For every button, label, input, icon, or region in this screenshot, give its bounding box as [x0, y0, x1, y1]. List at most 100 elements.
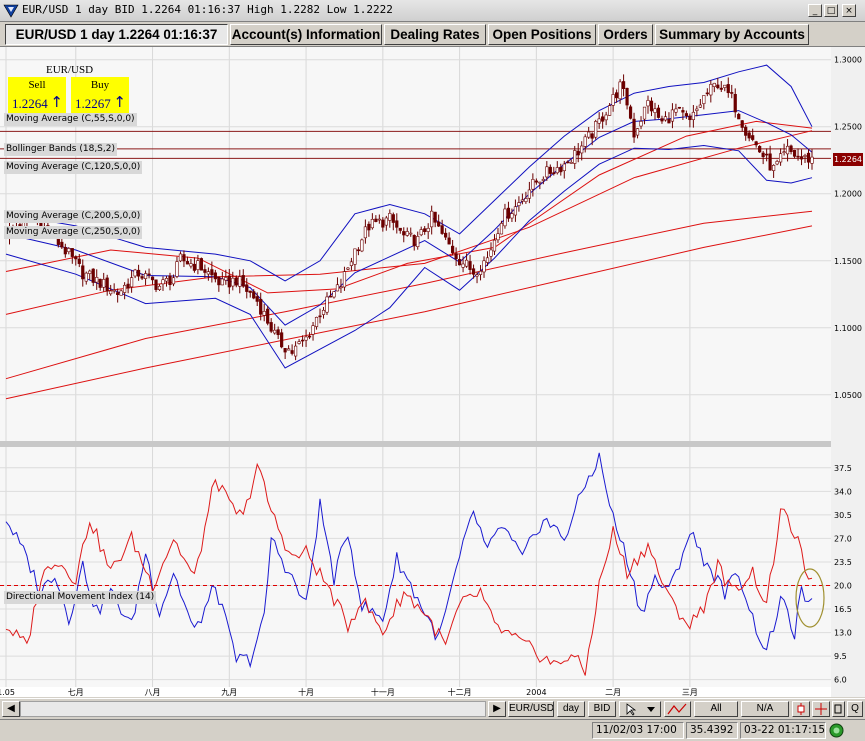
candle-body — [555, 167, 559, 174]
cursor-tool-button[interactable] — [619, 701, 661, 717]
candle-body — [81, 265, 85, 280]
indicator-label-bollinger[interactable]: Bollinger Bands (18,S,2) — [4, 143, 117, 156]
candle-body — [520, 199, 524, 202]
indicator-label-ma120[interactable]: Moving Average (C,120,S,0,0) — [4, 161, 143, 174]
minimize-button[interactable]: _ — [808, 4, 822, 17]
candle-body — [503, 208, 507, 227]
candle-body — [67, 248, 71, 253]
candle-body — [492, 239, 497, 252]
candle-body — [63, 246, 67, 255]
candle-body — [785, 145, 790, 155]
candle-body — [175, 261, 179, 277]
candle-body — [377, 218, 381, 221]
candle-body — [220, 278, 224, 286]
candle-body — [454, 253, 458, 260]
candle-body — [116, 292, 120, 295]
sell-label: Sell — [28, 79, 46, 91]
dmi-tick-label: 37.5 — [834, 464, 852, 473]
scroll-right-button[interactable]: ▶ — [488, 701, 506, 717]
tab-account-information[interactable]: Account(s) Information — [230, 24, 382, 45]
horizontal-scroll-track[interactable] — [20, 701, 486, 717]
chart-canvas[interactable]: 1.05 七月 八月 九月 十月 十一月 十二月 2004 二月 三月 1.0500 1.1000 1.… — [0, 47, 865, 697]
candle-body — [765, 153, 769, 156]
candle-body — [349, 261, 354, 266]
candle-body — [806, 152, 811, 163]
buy-quote-button[interactable]: Buy 1.2267 ↑ — [71, 77, 129, 113]
indicator-label-ma200[interactable]: Moving Average (C,200,S,0,0) — [4, 210, 143, 223]
candle-body — [751, 135, 755, 140]
moving-average-line — [5, 130, 813, 315]
horizontal-lines — [0, 130, 831, 159]
buy-price: 1.2267 — [75, 96, 111, 111]
candle-body — [328, 295, 333, 298]
candle-body — [294, 345, 298, 357]
zoom-button[interactable] — [832, 701, 845, 717]
candle-body — [210, 269, 214, 276]
candle-body — [105, 277, 109, 292]
x-tick-label: 七月 — [68, 688, 84, 697]
dmi-tick-label: 13.0 — [834, 629, 852, 638]
maximize-button[interactable]: □ — [824, 4, 838, 17]
candle-body — [635, 128, 640, 136]
candle-body — [398, 227, 402, 231]
close-button[interactable]: × — [842, 4, 856, 17]
indicator-label-ma55[interactable]: Moving Average (C,55,S,0,0) — [4, 113, 137, 126]
indicator-label-ma250[interactable]: Moving Average (C,250,S,0,0) — [4, 226, 143, 239]
candle-body — [234, 277, 238, 286]
candle-body — [206, 271, 210, 275]
candle-body — [178, 253, 183, 262]
candle-body — [241, 275, 245, 287]
candle-body — [513, 206, 518, 216]
dmi-tick-label: 20.0 — [834, 581, 852, 590]
sell-quote-button[interactable]: Sell 1.2264 ↑ — [8, 77, 66, 113]
na-button[interactable]: N/A — [741, 701, 789, 717]
candle-body — [457, 259, 462, 266]
candle-body — [262, 310, 266, 316]
candle-body — [440, 225, 444, 234]
tab-open-positions[interactable]: Open Positions — [488, 24, 596, 45]
x-tick-label: 2004 — [526, 688, 546, 697]
candle-body — [157, 285, 162, 290]
candle-body — [189, 263, 193, 267]
tab-summary-by-accounts[interactable]: Summary by Accounts — [655, 24, 809, 45]
dmi-lines — [0, 452, 831, 676]
candle-body — [342, 271, 347, 288]
candle-body — [433, 211, 437, 223]
crosshair-button[interactable] — [812, 701, 830, 717]
all-range-button[interactable]: All — [694, 701, 738, 717]
candle-body — [91, 268, 95, 283]
price-type-button[interactable]: BID — [588, 701, 616, 717]
candle-body — [412, 235, 416, 247]
compare-tool-button[interactable] — [664, 701, 691, 717]
symbol-button[interactable]: EUR/USD — [508, 701, 554, 717]
candle-body — [611, 94, 615, 106]
candle-body — [726, 84, 730, 94]
status-value: 35.4392 — [686, 722, 738, 739]
tab-orders[interactable]: Orders — [598, 24, 653, 45]
period-button[interactable]: day — [557, 701, 585, 717]
candle-body — [335, 284, 340, 292]
candle-body — [231, 277, 235, 287]
candle-body — [88, 270, 92, 274]
candle-body — [538, 181, 542, 184]
window-titlebar: EUR/USD 1 day BID 1.2264 01:16:37 High 1… — [0, 0, 865, 22]
candle-body — [143, 273, 148, 279]
candle-style-button[interactable] — [792, 701, 810, 717]
cursor-arrow-icon — [626, 703, 655, 716]
candle-body — [702, 95, 706, 104]
scroll-left-button[interactable]: ◀ — [2, 701, 20, 717]
dmi-tick-label: 30.5 — [834, 511, 852, 520]
tab-dealing-rates[interactable]: Dealing Rates — [384, 24, 486, 45]
candle-body — [60, 241, 64, 248]
connection-status-icon — [829, 723, 844, 738]
candle-body — [566, 161, 570, 164]
indicator-label-dmi[interactable]: Directional Movement Index (14) — [4, 591, 157, 604]
candle-body — [280, 332, 284, 348]
candle-body — [332, 291, 336, 298]
chart-area[interactable]: 1.05 七月 八月 九月 十月 十一月 十二月 2004 二月 三月 1.0500 1.1000 1.… — [0, 47, 865, 697]
tab-eurusd-chart[interactable]: EUR/USD 1 day 1.2264 01:16:37 — [5, 24, 228, 45]
candle-body — [238, 276, 242, 287]
candle-body — [506, 207, 511, 219]
candle-body — [374, 218, 378, 222]
quick-button[interactable]: Q — [847, 701, 863, 717]
